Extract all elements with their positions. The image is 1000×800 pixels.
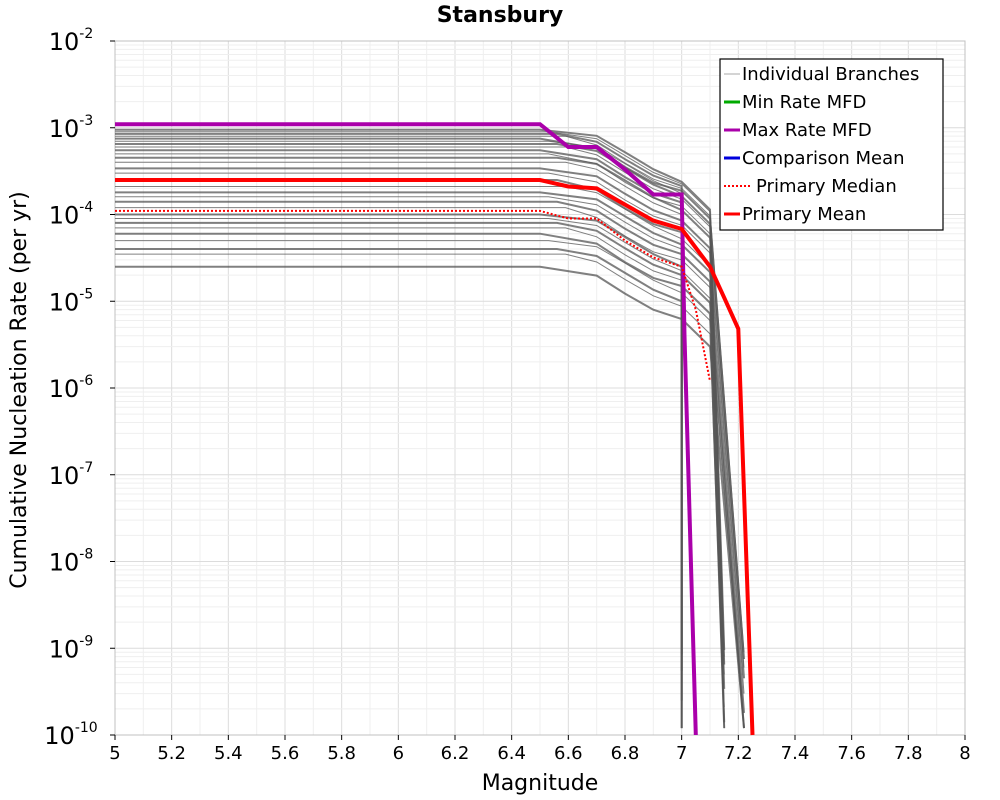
x-tick-label: 8 — [959, 743, 970, 764]
branch-line — [115, 253, 725, 729]
y-tick-label: 10-8 — [49, 547, 94, 577]
branch-line — [115, 156, 745, 679]
y-tick-label: 10-2 — [49, 26, 94, 56]
branch-line — [115, 167, 726, 689]
legend-label: Individual Branches — [742, 64, 919, 85]
max-rate-mfd-line — [115, 122, 698, 736]
x-tick-label: 7.6 — [837, 743, 866, 764]
x-tick-label: 7.2 — [724, 743, 753, 764]
y-tick-label: 10-10 — [44, 720, 97, 750]
x-tick-label: 6 — [393, 743, 404, 764]
x-axis-label: Magnitude — [482, 771, 599, 796]
x-tick-label: 5.6 — [271, 743, 300, 764]
branch-line — [115, 153, 725, 675]
x-tick-label: 6.2 — [441, 743, 470, 764]
x-tick-label: 5.8 — [327, 743, 356, 764]
legend-box — [719, 58, 944, 231]
legend-label: Comparison Mean — [742, 148, 905, 169]
branch-line — [115, 265, 745, 729]
y-axis-ticks: 10-2 10-3 10-4 10-5 10-6 10-7 10-8 10-9 10-10 — [44, 26, 115, 750]
x-tick-label: 6.6 — [554, 743, 583, 764]
legend: Individual Branches Min Rate MFD Max Rate … — [719, 58, 944, 231]
branch-line — [115, 232, 726, 729]
y-tick-label: 10-9 — [49, 633, 94, 663]
branch-line — [115, 131, 745, 653]
x-tick-label: 5.4 — [214, 743, 243, 764]
primary-median-line — [115, 209, 711, 382]
chart-title: Stansbury — [437, 3, 564, 28]
branch-line — [115, 240, 745, 729]
legend-label: Primary Median — [756, 176, 897, 197]
branch-line — [115, 172, 745, 694]
branch-line — [115, 186, 725, 708]
branch-line — [115, 221, 745, 729]
y-axis-label: Cumulative Nucleation Rate (per yr) — [7, 191, 32, 589]
x-tick-label: 7.4 — [781, 743, 810, 764]
x-tick-label: 5 — [109, 743, 120, 764]
x-tick-label: 6.4 — [497, 743, 526, 764]
branch-line — [115, 137, 745, 660]
branch-line — [115, 191, 745, 713]
legend-label: Min Rate MFD — [742, 92, 866, 113]
branch-line — [115, 207, 745, 729]
x-tick-label: 7 — [676, 743, 687, 764]
branch-line — [115, 248, 683, 729]
branch-line — [115, 135, 725, 657]
legend-label: Primary Mean — [742, 204, 866, 225]
y-tick-label: 10-7 — [49, 460, 94, 490]
branch-line — [115, 218, 725, 729]
branch-line — [115, 200, 726, 723]
y-tick-label: 10-3 — [49, 113, 94, 143]
x-tick-label: 5.2 — [157, 743, 186, 764]
legend-label: Max Rate MFD — [742, 120, 872, 141]
x-tick-label: 6.8 — [611, 743, 640, 764]
x-axis-ticks: 5 5.2 5.4 5.6 5.8 6 6.2 6.4 6.6 6.8 7 7.2 7.4 7.6 7.8 8 — [109, 735, 971, 764]
y-tick-label: 10-6 — [49, 373, 94, 403]
series-layer — [115, 122, 755, 736]
y-tick-label: 10-4 — [49, 200, 94, 230]
x-tick-label: 7.8 — [894, 743, 923, 764]
y-tick-label: 10-5 — [49, 286, 94, 316]
primary-mean-line — [115, 178, 755, 736]
